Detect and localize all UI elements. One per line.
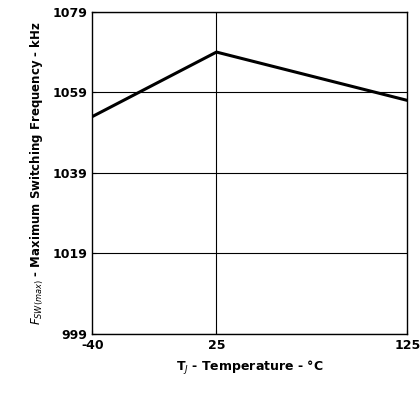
X-axis label: T$_J$ - Temperature - °C: T$_J$ - Temperature - °C <box>176 359 324 377</box>
Y-axis label: $F_{SW(max)}$ - Maximum Switching Frequency - kHz: $F_{SW(max)}$ - Maximum Switching Freque… <box>29 21 46 325</box>
